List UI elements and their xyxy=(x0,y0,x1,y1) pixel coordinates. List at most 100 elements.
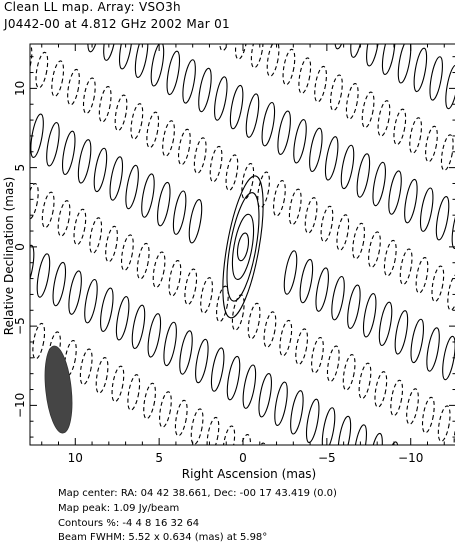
axis-ticks xyxy=(30,44,455,445)
sidelobe-contour xyxy=(337,415,352,445)
sidelobe-contour xyxy=(103,44,117,61)
negative-contour xyxy=(32,322,46,360)
sidelobe-contour xyxy=(118,44,133,70)
sidelobe-contour xyxy=(93,147,108,193)
negative-contour xyxy=(41,191,55,229)
negative-contour xyxy=(162,120,175,157)
sidelobe-contour xyxy=(125,164,139,210)
sidelobe-contour xyxy=(350,44,364,58)
negative-contour xyxy=(216,285,229,323)
sidelobe-contour xyxy=(131,304,146,350)
sidelobe-contour xyxy=(315,267,329,312)
sidelobe-contour xyxy=(166,50,181,96)
x-tick-label: −5 xyxy=(318,451,336,465)
x-tick-label: 0 xyxy=(239,451,247,465)
negative-contour xyxy=(304,197,318,234)
negative-contour xyxy=(82,77,96,115)
contour-layer xyxy=(30,0,455,445)
negative-contour xyxy=(67,68,80,106)
sidelobe-contour xyxy=(258,372,272,418)
negative-contour xyxy=(209,145,223,183)
negative-contour xyxy=(63,339,77,377)
sidelobe-contour xyxy=(293,119,307,164)
x-axis-label: Right Ascension (mas) xyxy=(182,467,316,481)
contours-info: Contours %: -4 4 8 16 32 64 xyxy=(58,518,200,529)
negative-contour xyxy=(105,225,118,263)
negative-contour xyxy=(440,134,454,171)
y-tick-label: −5 xyxy=(13,317,27,335)
sidelobe-contour xyxy=(109,156,124,201)
sidelobe-contour xyxy=(274,381,288,427)
negative-contour xyxy=(193,137,207,174)
negative-contour xyxy=(409,117,423,154)
sidelobe-contour xyxy=(147,313,162,358)
beam-layer xyxy=(44,345,73,434)
sidelobe-contour xyxy=(442,335,455,381)
negative-contour xyxy=(425,125,438,163)
negative-contour xyxy=(111,365,125,403)
sidelobe-contour xyxy=(214,76,228,121)
negative-contour xyxy=(421,396,435,434)
negative-contour xyxy=(447,274,455,311)
negative-contour xyxy=(219,44,232,52)
negative-contour xyxy=(250,44,264,69)
sidelobe-contour xyxy=(317,0,334,41)
negative-contour xyxy=(437,405,451,442)
sidelobe-contour xyxy=(77,139,92,184)
negative-contour xyxy=(130,103,144,140)
negative-contour xyxy=(114,94,128,132)
negative-contour xyxy=(279,319,293,357)
negative-contour xyxy=(377,100,391,137)
sidelobe-contour xyxy=(372,161,386,207)
sidelobe-contour xyxy=(347,284,361,329)
sidelobe-contour xyxy=(309,127,323,173)
beam-info: Beam FWHM: 5.52 x 0.634 (mas) at 5.98° xyxy=(58,532,268,543)
negative-contour xyxy=(186,0,202,34)
negative-contour xyxy=(311,336,324,374)
negative-contour xyxy=(415,257,429,294)
negative-contour xyxy=(206,416,220,445)
negative-contour xyxy=(136,242,150,280)
negative-contour xyxy=(222,425,236,445)
sidelobe-contour xyxy=(261,101,276,147)
sidelobe-contour xyxy=(30,244,35,290)
negative-contour xyxy=(406,388,419,425)
negative-contour xyxy=(170,0,186,26)
sidelobe-contour xyxy=(134,44,149,79)
source-contour xyxy=(236,232,250,262)
sidelobe-contour xyxy=(141,173,155,218)
sidelobe-contour xyxy=(324,136,339,181)
sidelobe-contour xyxy=(242,364,257,409)
sidelobe-contour xyxy=(150,44,165,87)
sidelobe-contour xyxy=(54,0,71,36)
sidelobe-contour xyxy=(84,278,98,324)
map-peak-info: Map peak: 1.09 Jy/beam xyxy=(58,503,180,514)
negative-contour xyxy=(57,200,71,237)
map-title: Clean LL map. Array: VSO3h xyxy=(4,0,181,14)
sidelobe-contour xyxy=(397,44,412,84)
negative-contour xyxy=(330,74,343,112)
sidelobe-contour xyxy=(321,407,336,445)
beam-ellipse xyxy=(44,345,73,434)
sidelobe-contour xyxy=(404,178,418,224)
sidelobe-contour xyxy=(305,398,320,444)
negative-contour xyxy=(241,162,255,200)
sidelobe-contour xyxy=(210,347,225,392)
sidelobe-contour xyxy=(381,44,396,76)
negative-contour xyxy=(288,188,302,226)
negative-contour xyxy=(168,260,182,297)
negative-contour xyxy=(368,231,381,268)
negative-contour xyxy=(89,217,103,254)
negative-contour xyxy=(431,265,445,303)
sidelobe-contour xyxy=(277,110,291,155)
negative-contour xyxy=(200,277,213,314)
negative-contour xyxy=(345,83,359,120)
negative-contour xyxy=(202,6,218,43)
negative-contour xyxy=(225,154,239,192)
negative-contour xyxy=(257,171,270,209)
negative-contour xyxy=(263,311,277,348)
sidelobe-contour xyxy=(388,170,402,215)
sidelobe-contour xyxy=(198,67,212,113)
negative-contour xyxy=(177,128,191,166)
